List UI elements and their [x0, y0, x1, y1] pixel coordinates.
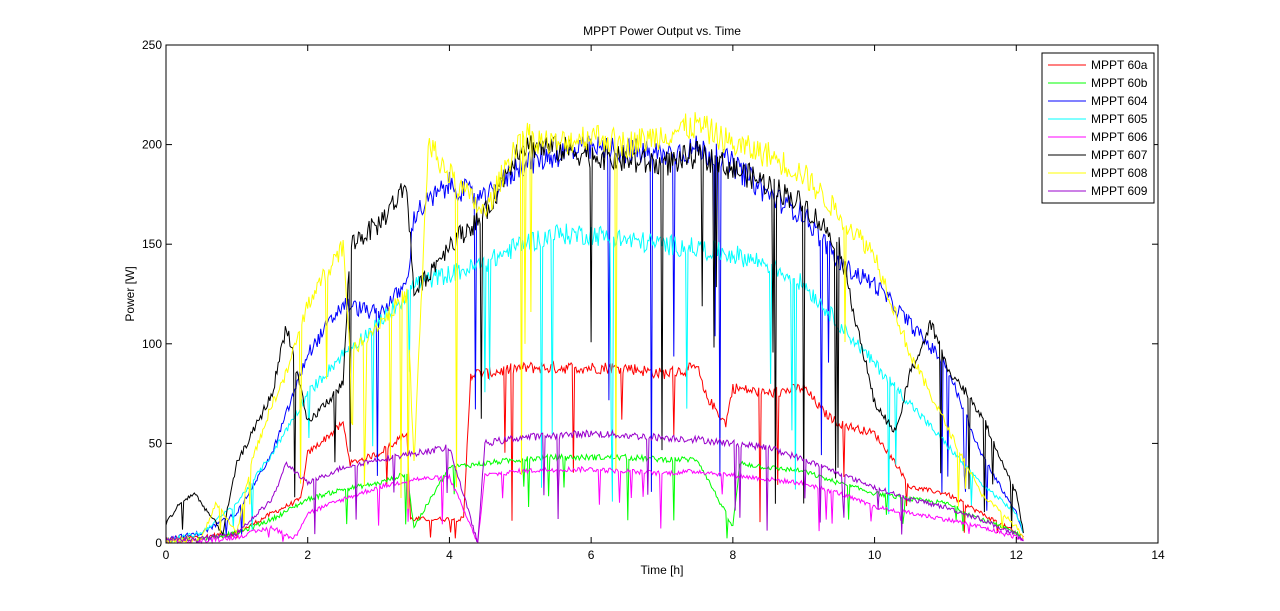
legend-label: MPPT 606: [1091, 130, 1148, 144]
series-line-3: [165, 135, 1024, 542]
legend-label: MPPT 608: [1091, 166, 1148, 180]
series-line-4: [165, 223, 1024, 544]
y-axis-label: Power [W]: [123, 266, 137, 321]
axes-layer: 0 2 4 6 8 10 12 14 0 50 100 150 200 250: [142, 38, 1165, 562]
x-tick-label: 10: [868, 548, 882, 562]
x-tick-label: 0: [163, 548, 170, 562]
series-line-8: [165, 429, 1024, 544]
legend-label: MPPT 60b: [1091, 76, 1148, 90]
series-line-6: [165, 134, 1024, 536]
x-tick-label: 12: [1010, 548, 1024, 562]
x-tick-label: 8: [730, 548, 737, 562]
x-axis-label: Time [h]: [641, 563, 684, 577]
series-layer: [165, 112, 1024, 545]
plot-area: [166, 45, 1158, 543]
y-tick-label: 50: [149, 436, 163, 450]
y-tick-label: 200: [142, 138, 162, 152]
series-line-7: [165, 112, 1024, 545]
legend-label: MPPT 609: [1091, 184, 1148, 198]
legend-label: MPPT 604: [1091, 94, 1148, 108]
y-tick-label: 100: [142, 337, 162, 351]
legend-label: MPPT 607: [1091, 148, 1148, 162]
series-line-1: [166, 360, 1024, 543]
series-line-5: [165, 465, 1024, 545]
legend-label: MPPT 605: [1091, 112, 1148, 126]
series-line-2: [165, 452, 1024, 544]
axes-frame: [165, 44, 1159, 544]
y-tick-label: 150: [142, 237, 162, 251]
x-tick-label: 2: [304, 548, 311, 562]
y-tick-label: 250: [142, 38, 162, 52]
y-tick-label: 0: [155, 536, 162, 550]
x-tick-label: 14: [1151, 548, 1165, 562]
x-tick-label: 6: [588, 548, 595, 562]
legend-label: MPPT 60a: [1091, 58, 1148, 72]
chart-title: MPPT Power Output vs. Time: [583, 24, 741, 38]
plot-background: [166, 45, 1158, 543]
legend: MPPT 60a MPPT 60b MPPT 604 MPPT 605 MPPT 606…: [1041, 52, 1155, 204]
legend-box: [1041, 52, 1155, 204]
x-tick-label: 4: [446, 548, 453, 562]
